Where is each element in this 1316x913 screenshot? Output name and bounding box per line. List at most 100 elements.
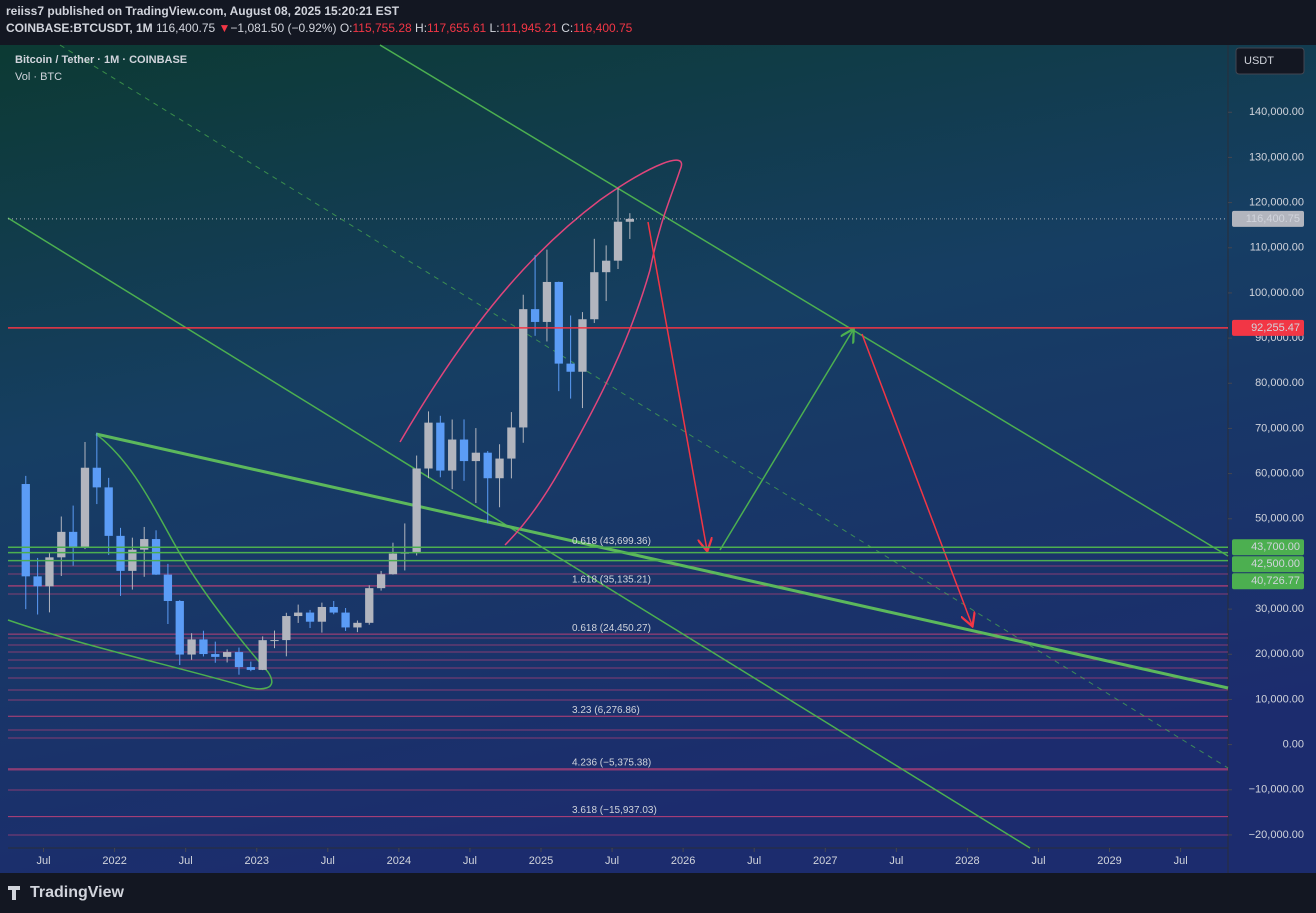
x-tick-label: 2024 <box>387 855 411 867</box>
candle-body <box>519 309 528 428</box>
candle-body <box>140 539 149 550</box>
fib-label: 4.236 (−5,375.38) <box>572 758 651 769</box>
y-tick-label: 110,000.00 <box>1250 242 1304 254</box>
ohlc-value: 115,755.28 <box>353 21 412 35</box>
candle-body <box>163 574 173 601</box>
y-tick-label: 50,000.00 <box>1255 513 1304 525</box>
candle-body <box>187 639 196 655</box>
currency-button[interactable] <box>1235 47 1305 75</box>
candle-body <box>376 574 386 589</box>
candle-body <box>448 439 457 471</box>
fib-label: 0.618 (24,450.27) <box>572 623 651 634</box>
candle-body <box>57 531 66 558</box>
y-tick-label: −10,000.00 <box>1249 784 1304 796</box>
change: −1,081.50 (−0.92%) <box>230 21 336 35</box>
y-tick-label: 70,000.00 <box>1255 422 1304 434</box>
x-tick-label: Jul <box>37 855 51 867</box>
price-tag <box>1232 319 1304 336</box>
candle-body <box>613 221 623 261</box>
y-tick-label: 140,000.00 <box>1249 106 1304 118</box>
y-tick-label: 30,000.00 <box>1255 603 1304 615</box>
last-price: 116,400.75 <box>156 21 215 35</box>
y-tick-label: 130,000.00 <box>1249 151 1304 163</box>
x-tick-label: Jul <box>1174 855 1188 867</box>
candle-body <box>222 652 232 657</box>
footer-logo: TradingView <box>30 884 125 901</box>
candle-body <box>388 553 398 575</box>
candle-body <box>471 452 481 462</box>
ohlc-label: H: <box>415 21 427 35</box>
symbol-line: COINBASE:BTCUSDT, 1M 116,400.75 ▼−1,081.… <box>6 21 633 35</box>
ohlc-value: 117,655.61 <box>427 21 486 35</box>
change-arrow: ▼ <box>219 21 231 35</box>
curve <box>7 433 273 690</box>
y-tick-label: 10,000.00 <box>1255 693 1304 705</box>
price-tag <box>1232 573 1304 590</box>
x-tick-label: Jul <box>1031 855 1045 867</box>
currency[interactable]: USDT <box>1244 55 1274 67</box>
legend-subtitle: Vol · BTC <box>15 71 62 83</box>
publisher: reiiss7 published on TradingView.com, Au… <box>6 4 400 18</box>
candle-body <box>495 458 504 479</box>
candle-body <box>542 281 552 322</box>
logo-icon <box>8 886 20 900</box>
x-tick-label: 2029 <box>1097 855 1121 867</box>
candle-body <box>199 639 208 655</box>
candle-body <box>329 606 338 613</box>
price-tag <box>1232 539 1304 556</box>
candle-body <box>246 667 255 670</box>
candle-body <box>305 612 315 622</box>
candle-body <box>483 452 492 479</box>
candle-body <box>436 422 445 471</box>
header-bg <box>0 0 1316 45</box>
y-tick-label: 80,000.00 <box>1255 377 1304 389</box>
candle-body <box>554 281 563 364</box>
trend-line <box>379 44 1229 557</box>
candle-body <box>459 439 469 462</box>
candle-body <box>424 422 433 469</box>
ohlc-value: 116,400.75 <box>573 21 632 35</box>
candle-body <box>353 622 362 628</box>
candle-body <box>294 612 303 617</box>
candle-body <box>282 616 291 641</box>
candle-body <box>92 467 101 488</box>
fib-label: 3.23 (6,276.86) <box>572 705 640 716</box>
x-tick-label: 2027 <box>813 855 837 867</box>
ohlc-label: C: <box>561 21 573 35</box>
candle-body <box>578 319 587 372</box>
y-tick-label: 120,000.00 <box>1249 196 1304 208</box>
candle-body <box>530 309 540 322</box>
candle-body <box>602 260 611 273</box>
candle-body <box>211 654 220 657</box>
x-tick-label: 2026 <box>671 855 695 867</box>
y-tick-label: 60,000.00 <box>1255 468 1304 480</box>
y-tick-label: 20,000.00 <box>1255 648 1304 660</box>
price-tag <box>1232 556 1304 573</box>
candle-body <box>234 652 244 668</box>
x-tick-label: Jul <box>747 855 761 867</box>
candle-body <box>104 487 113 536</box>
price-tag <box>1232 210 1304 227</box>
candle-body <box>33 576 42 587</box>
x-tick-label: Jul <box>321 855 335 867</box>
ohlc-label: L: <box>490 21 500 35</box>
fib-label: 3.618 (−15,937.03) <box>572 805 657 816</box>
x-tick-label: 2022 <box>102 855 126 867</box>
candle-body <box>258 640 267 670</box>
price-tag-label: 92,255.47 <box>1251 322 1300 334</box>
x-tick-label: Jul <box>889 855 903 867</box>
candle-body <box>341 612 350 628</box>
y-tick-label: −20,000.00 <box>1249 829 1304 841</box>
legend-title: Bitcoin / Tether · 1M · COINBASE <box>15 54 187 66</box>
candle-body <box>69 531 78 547</box>
price-tag-label: 43,700.00 <box>1251 541 1300 553</box>
chart-bg <box>0 45 1316 873</box>
candle-body <box>80 467 90 547</box>
candle-body <box>566 363 575 372</box>
price-tag-label: 40,726.77 <box>1251 575 1300 587</box>
candle-body <box>151 539 161 575</box>
candle-body <box>270 640 279 642</box>
ellipse <box>399 159 683 546</box>
